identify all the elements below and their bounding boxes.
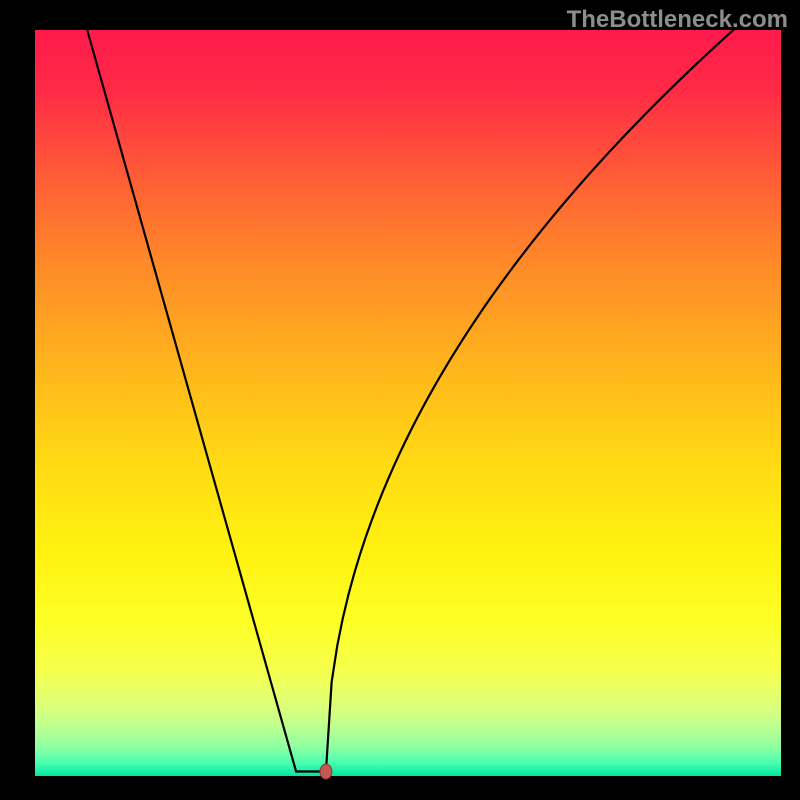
chart-frame: { "watermark": { "text": "TheBottleneck.… bbox=[0, 0, 800, 800]
optimal-point-marker bbox=[320, 764, 332, 779]
bottleneck-chart bbox=[0, 0, 800, 800]
plot-background-gradient bbox=[35, 30, 781, 776]
